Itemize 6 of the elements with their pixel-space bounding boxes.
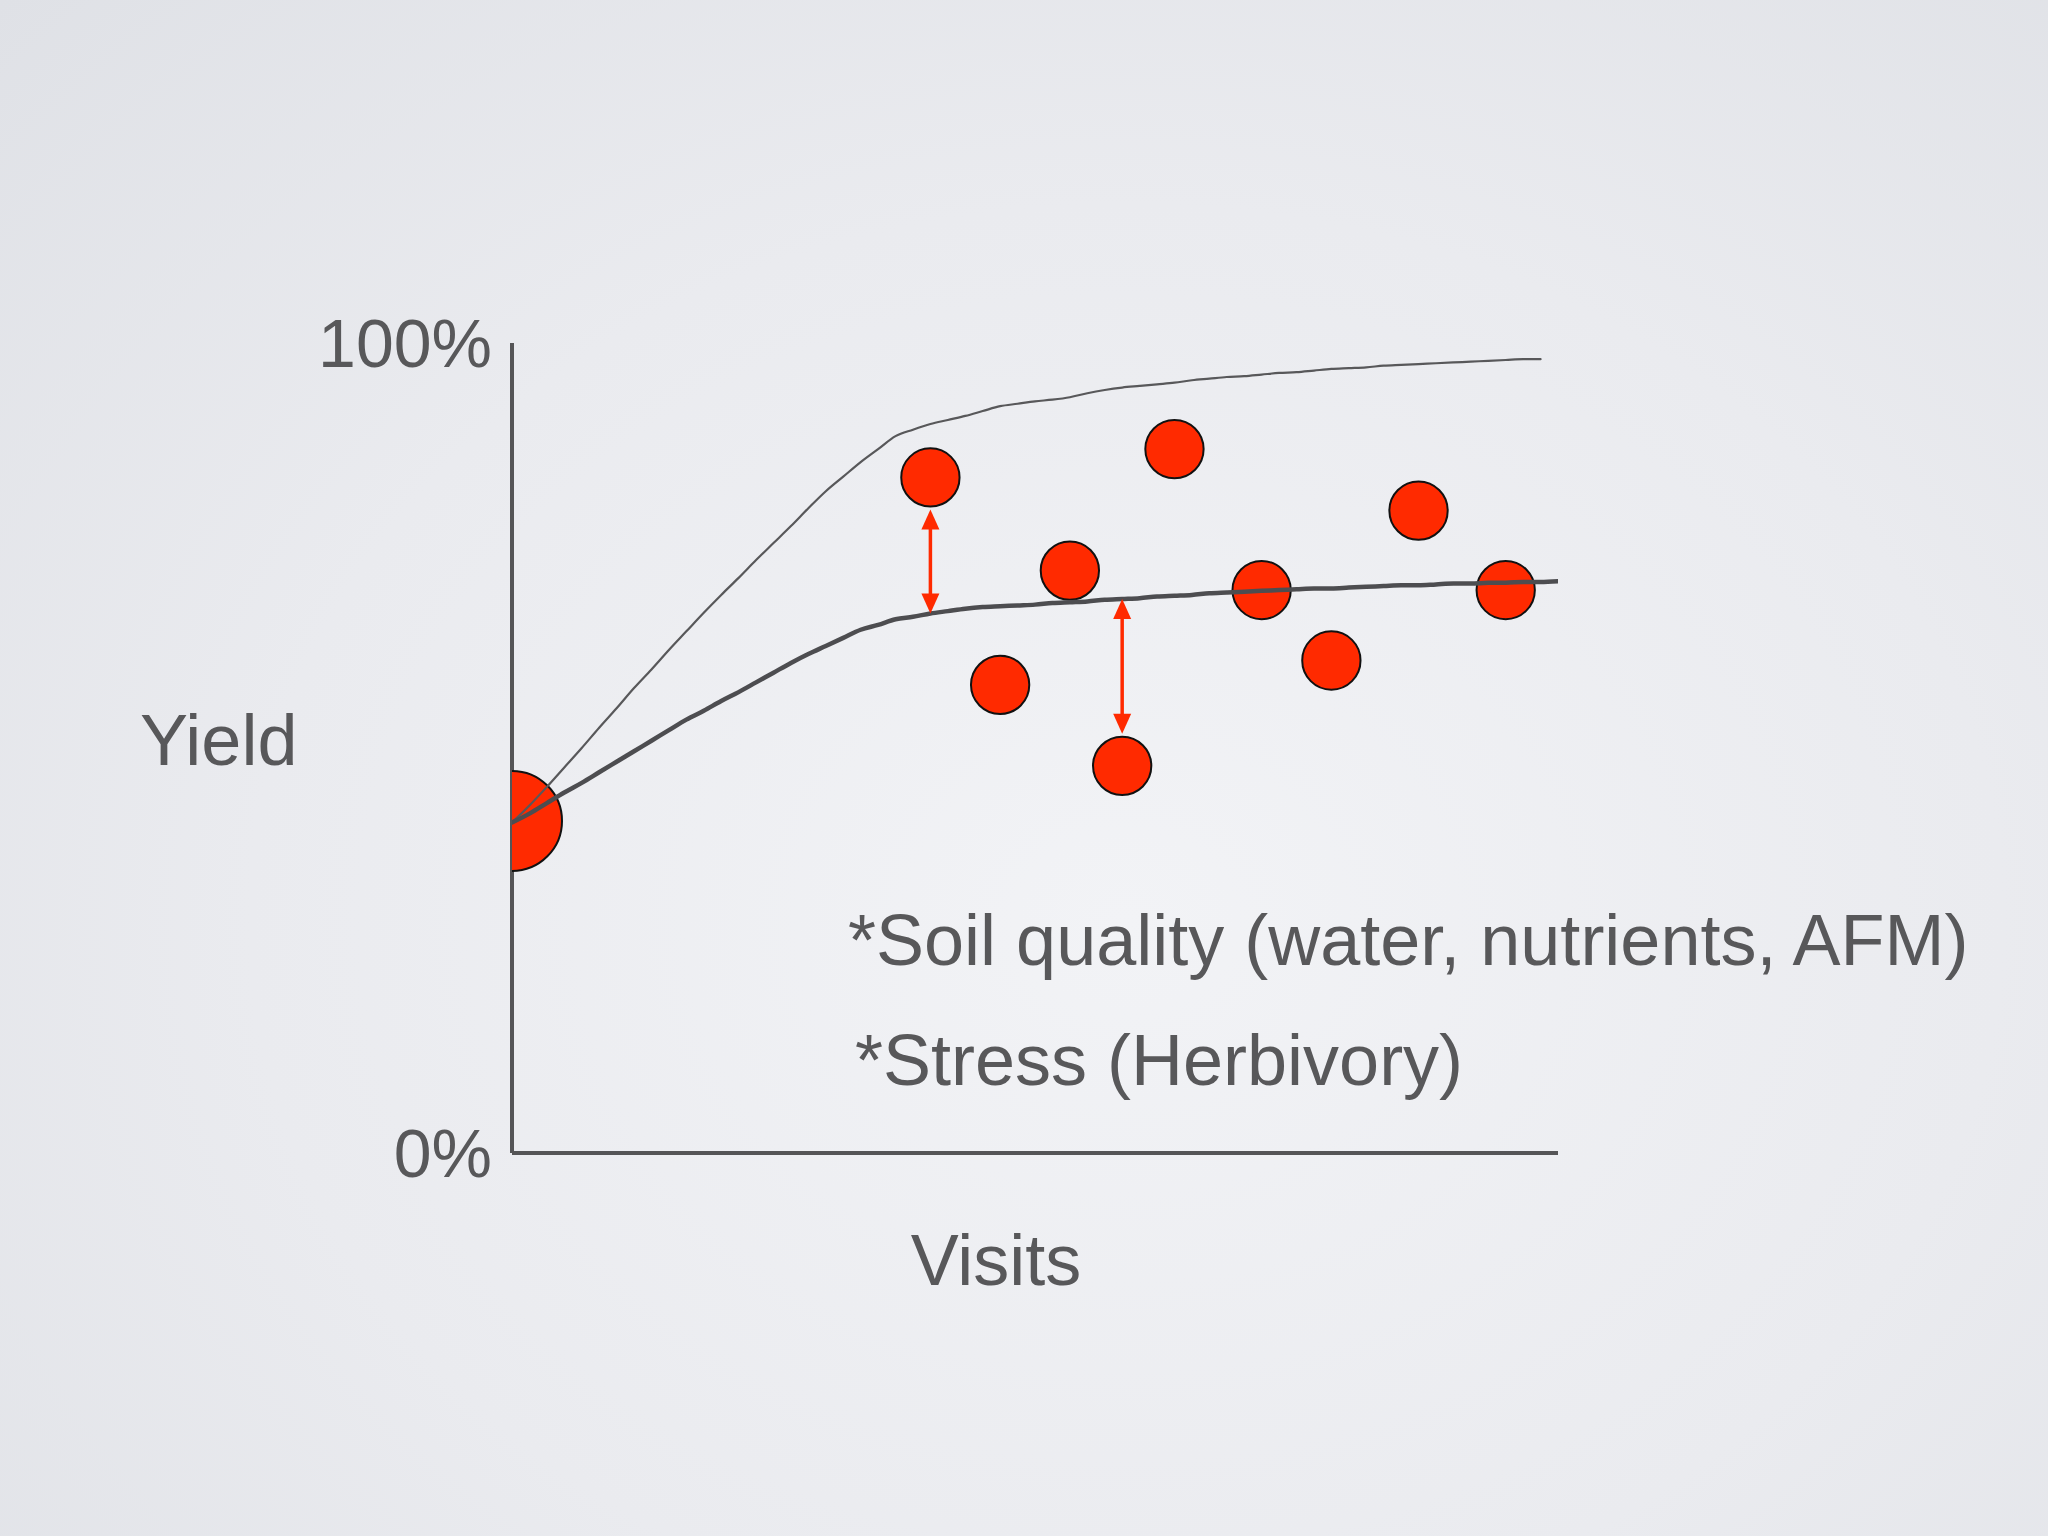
annotation: *Stress (Herbivory) — [855, 1020, 1464, 1100]
y-tick-label: 0% — [393, 1115, 492, 1192]
annotation: *Soil quality (water, nutrients, AFM) — [848, 900, 1969, 980]
x-axis-title: Visits — [909, 1220, 1083, 1300]
y-axis-title: Yield — [140, 700, 298, 780]
y-tick-label: 100% — [318, 305, 492, 382]
